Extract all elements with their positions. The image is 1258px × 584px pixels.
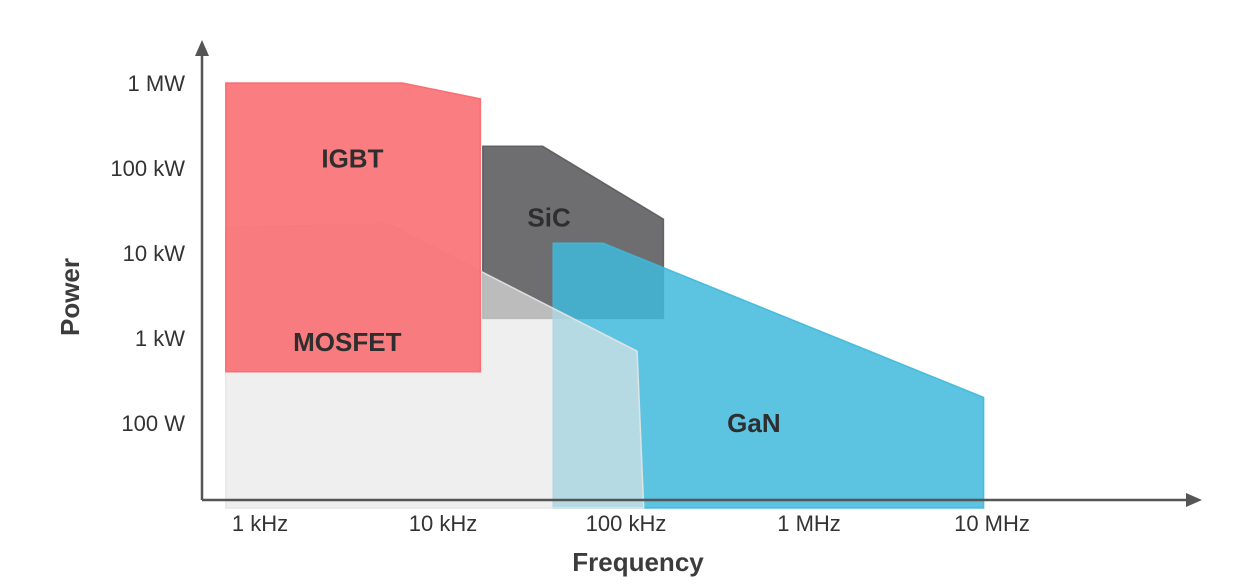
x-tick-label: 10 MHz xyxy=(954,511,1030,536)
y-axis-arrow-icon xyxy=(195,40,209,56)
x-tick-label: 1 MHz xyxy=(777,511,841,536)
axes-layer xyxy=(195,40,1202,507)
x-tick-label: 100 kHz xyxy=(586,511,667,536)
y-tick-labels: 1 MW 100 kW 10 kW 1 kW 100 W xyxy=(110,71,185,436)
y-tick-label: 100 W xyxy=(121,411,185,436)
x-tick-label: 1 kHz xyxy=(232,511,288,536)
region-label-gan: GaN xyxy=(727,408,780,438)
y-tick-label: 100 kW xyxy=(110,156,185,181)
y-tick-label: 1 kW xyxy=(135,326,185,351)
regions-layer xyxy=(225,82,985,509)
y-tick-label: 1 MW xyxy=(128,71,186,96)
region-label-sic: SiC xyxy=(527,203,571,233)
region-label-igbt: IGBT xyxy=(321,143,383,173)
x-tick-label: 10 kHz xyxy=(409,511,477,536)
region-label-mosfet: MOSFET xyxy=(293,327,401,357)
x-axis-title: Frequency xyxy=(572,547,704,577)
region-igbt xyxy=(225,82,482,373)
y-tick-label: 10 kW xyxy=(123,241,186,266)
x-axis-arrow-icon xyxy=(1186,493,1202,507)
y-axis-title: Power xyxy=(55,258,85,336)
x-tick-labels: 1 kHz 10 kHz 100 kHz 1 MHz 10 MHz xyxy=(232,511,1030,536)
region-labels-layer: IGBT SiC MOSFET GaN xyxy=(293,143,781,438)
